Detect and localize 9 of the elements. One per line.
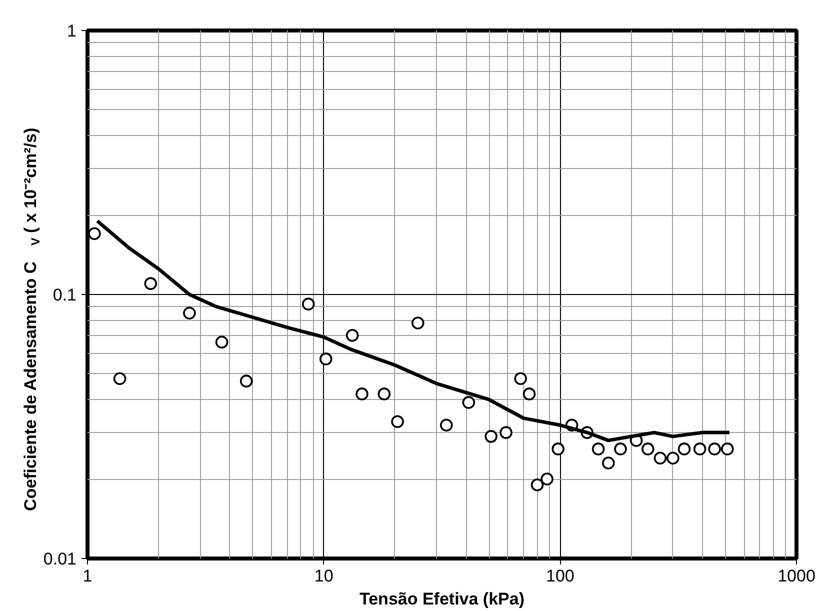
x-tick-label: 10 [314,566,334,586]
x-axis-title: Tensão Efetiva (kPa) [359,590,525,608]
y-tick-label: 0.01 [43,550,77,568]
y-tick-label: 1 [67,22,77,40]
x-tick-label: 100 [546,566,574,586]
x-tick-label: 1 [82,566,92,586]
x-tick-label: 1000 [778,566,816,586]
y-tick-label: 0.1 [52,286,77,304]
y-axis-title: Coeficiente de Adensamento CV ( x 10⁻²cm²/s) [21,128,42,512]
